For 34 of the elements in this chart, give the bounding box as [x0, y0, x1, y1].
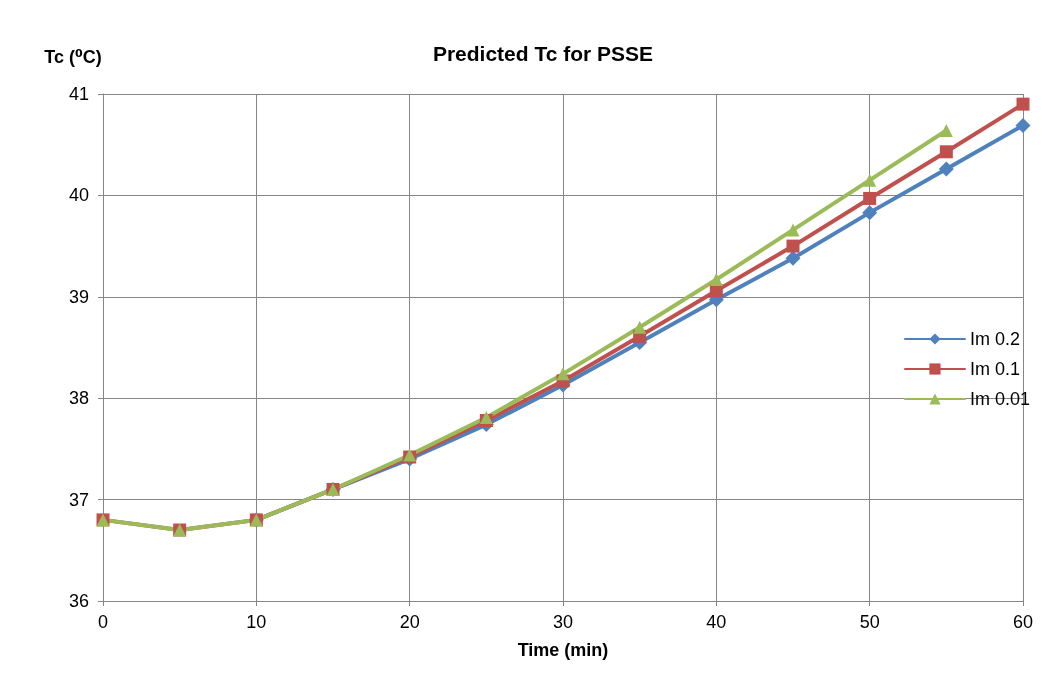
point — [939, 124, 953, 137]
chart-title: Predicted Tc for PSSE — [432, 42, 654, 65]
x-axis-title: Time (min) — [517, 640, 609, 660]
y-axis-title: Tc (⁰C) — [44, 47, 102, 67]
point — [863, 191, 877, 205]
point — [479, 410, 493, 424]
y-tick-label: 36 — [68, 591, 89, 611]
legend-label: Im 0.01 — [969, 389, 1030, 409]
point — [939, 145, 953, 159]
x-tick-label: 20 — [399, 612, 420, 632]
point — [1015, 117, 1031, 133]
point — [786, 239, 800, 253]
legend-label: Im 0.2 — [969, 329, 1020, 349]
x-tick-label: 10 — [246, 612, 267, 632]
point — [863, 173, 877, 187]
point — [862, 205, 878, 221]
x-tick-label: 0 — [97, 612, 109, 632]
x-tick-label: 30 — [552, 612, 574, 632]
point — [785, 250, 801, 266]
y-tick-label: 37 — [68, 489, 89, 510]
x-tick-label: 60 — [1012, 612, 1034, 632]
x-tick-label: 40 — [706, 612, 727, 632]
point — [786, 223, 800, 237]
y-tick-label: 41 — [68, 84, 89, 104]
x-tick-label: 50 — [859, 612, 880, 632]
y-tick-label: 38 — [68, 388, 89, 409]
y-tick-label: 39 — [68, 286, 89, 307]
point — [709, 273, 723, 287]
point — [938, 161, 954, 177]
point — [1016, 97, 1030, 111]
point — [633, 320, 647, 334]
y-tick-label: 40 — [68, 185, 89, 206]
legend-label: Im 0.1 — [969, 359, 1020, 379]
point — [556, 367, 570, 381]
